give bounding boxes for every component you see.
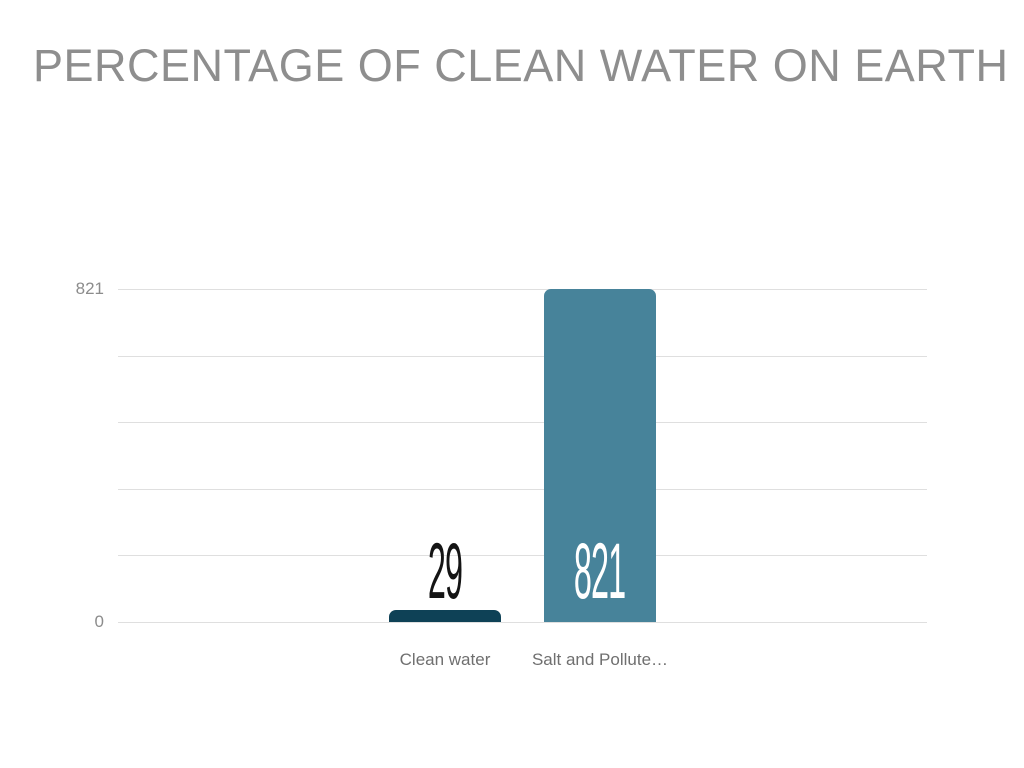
gridline [118,622,927,623]
bar-clean-water [389,610,501,622]
value-label-clean-water: 29 [365,531,525,611]
y-axis-tick-label: 0 [94,612,104,631]
bar-chart-plot-area: 821 0 29 821 Clean water Salt and Pollute… [76,279,927,669]
bar-salt-and-pollute [544,289,656,622]
gridline [118,489,927,490]
value-label-text: 29 [427,525,463,616]
gridline [118,555,927,556]
category-label-clean-water: Clean water [399,650,491,669]
gridline [118,356,927,357]
y-axis-tick-label: 821 [75,279,104,298]
category-label-salt-and-pollute: Salt and Pollute… [531,650,669,669]
gridline [118,422,927,423]
gridline [118,289,927,290]
chart-title: PERCENTAGE OF CLEAN WATER ON EARTH [33,40,1009,91]
